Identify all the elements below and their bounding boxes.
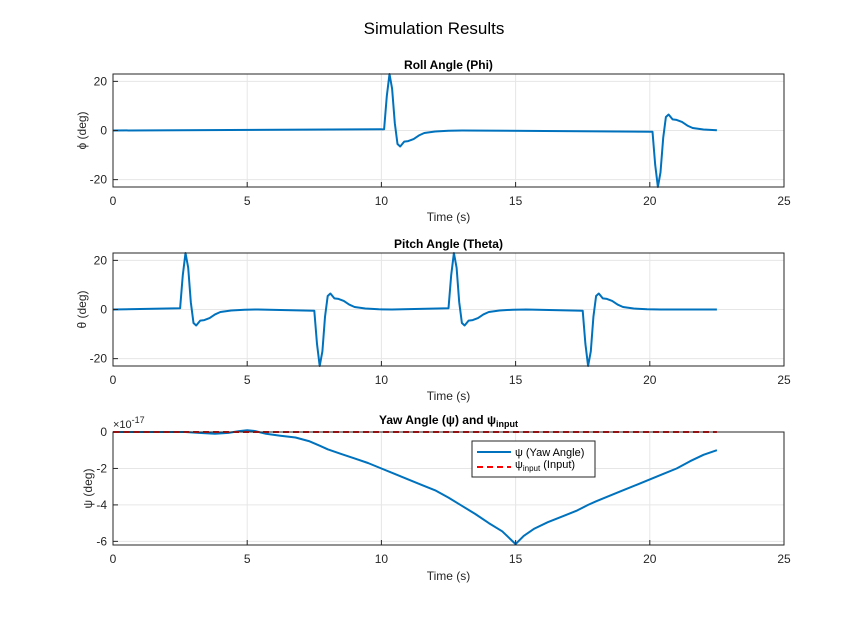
pitch-angle-title: Pitch Angle (Theta) [394, 237, 503, 251]
pitch-angle-x-ticks: 0 5 10 15 20 25 [110, 361, 791, 387]
pitch-angle-y-label: θ (deg) [75, 290, 89, 328]
pitch-angle-x-tick-label-5: 25 [777, 373, 791, 387]
yaw-angle-x-tick-label-2: 10 [375, 552, 389, 566]
pitch-angle-y-tick-label-1: 0 [100, 303, 107, 317]
yaw-angle-y-tick-label-3: -6 [96, 534, 107, 548]
legend-label-input-main: ψ [515, 459, 523, 471]
roll-angle-x-tick-label-3: 15 [509, 194, 523, 208]
legend-label-input: ψinput (Input) [515, 459, 575, 473]
roll-angle-x-tick-label-2: 10 [375, 194, 389, 208]
pitch-angle-y-ticks: -20 0 20 [90, 253, 118, 366]
roll-angle-x-ticks: 0 5 10 15 20 25 [110, 182, 791, 208]
yaw-angle-exponent: ×10-17 [113, 415, 145, 431]
legend-label-yaw-main: ψ (Yaw Angle) [515, 447, 584, 459]
pitch-angle-series-0 [112, 252, 717, 367]
yaw-angle-x-tick-label-5: 25 [777, 552, 791, 566]
roll-angle-series-0 [112, 73, 717, 188]
roll-angle-x-tick-label-5: 25 [777, 194, 791, 208]
roll-angle-y-ticks: -20 0 20 [90, 74, 118, 187]
roll-angle-x-tick-label-0: 0 [110, 194, 117, 208]
pitch-angle-y-tick-label-2: 20 [94, 253, 108, 267]
yaw-angle-plot-box [112, 431, 785, 546]
yaw-angle-exponent-base: ×10 [113, 419, 132, 431]
roll-angle-x-tick-label-1: 5 [244, 194, 251, 208]
pitch-angle-x-tick-label-1: 5 [244, 373, 251, 387]
yaw-angle-y-ticks: 0 -2 -4 -6 [96, 425, 118, 548]
pitch-angle-y-tick-label-0: -20 [90, 352, 108, 366]
pitch-angle-x-label: Time (s) [427, 389, 471, 403]
yaw-angle-x-tick-label-3: 15 [509, 552, 523, 566]
yaw-angle-y-tick-label-2: -4 [96, 498, 107, 512]
yaw-angle-x-tick-label-1: 5 [244, 552, 251, 566]
figure-title: Simulation Results [364, 19, 505, 38]
roll-angle-y-tick-label-2: 20 [94, 74, 108, 88]
pitch-angle-series [112, 252, 717, 367]
roll-angle-series [112, 73, 717, 188]
yaw-angle-y-tick-label-1: -2 [96, 461, 107, 475]
yaw-angle-series-0 [113, 429, 718, 546]
yaw-angle-y-label: ψ (deg) [81, 469, 95, 509]
pitch-angle-x-tick-label-0: 0 [110, 373, 117, 387]
roll-angle-title: Roll Angle (Phi) [404, 58, 493, 72]
roll-angle-x-tick-label-4: 20 [643, 194, 657, 208]
yaw-angle-x-tick-label-0: 0 [110, 552, 117, 566]
roll-angle-y-tick-label-0: -20 [90, 173, 108, 187]
roll-angle-y-label: ϕ (deg) [75, 111, 89, 149]
yaw-angle-axes: Yaw Angle (ψ) and ψinput ×10-17 0 5 10 15 20… [81, 413, 791, 583]
legend-label-input-sub: input [523, 464, 541, 473]
yaw-angle-series [113, 429, 718, 546]
yaw-angle-x-ticks: 0 5 10 15 20 25 [110, 540, 791, 566]
yaw-angle-title: Yaw Angle (ψ) and ψinput [379, 413, 518, 429]
yaw-angle-x-label: Time (s) [427, 569, 471, 583]
roll-angle-x-label: Time (s) [427, 210, 471, 224]
legend-label-yaw: ψ (Yaw Angle) [515, 447, 584, 459]
yaw-angle-exponent-power: -17 [132, 415, 145, 425]
yaw-angle-grid [112, 431, 785, 545]
roll-angle-y-tick-label-1: 0 [100, 124, 107, 138]
yaw-angle-x-tick-label-4: 20 [643, 552, 657, 566]
legend-label-input-after: (Input) [540, 459, 575, 471]
legend-box [471, 440, 596, 478]
yaw-angle-title-main: Yaw Angle (ψ) and ψ [379, 413, 496, 427]
yaw-angle-legend: ψ (Yaw Angle) ψinput (Input) [471, 440, 596, 478]
yaw-angle-title-subscript: input [496, 419, 518, 429]
pitch-angle-x-tick-label-4: 20 [643, 373, 657, 387]
pitch-angle-x-tick-label-3: 15 [509, 373, 523, 387]
yaw-angle-y-tick-label-0: 0 [100, 425, 107, 439]
pitch-angle-x-tick-label-2: 10 [375, 373, 389, 387]
